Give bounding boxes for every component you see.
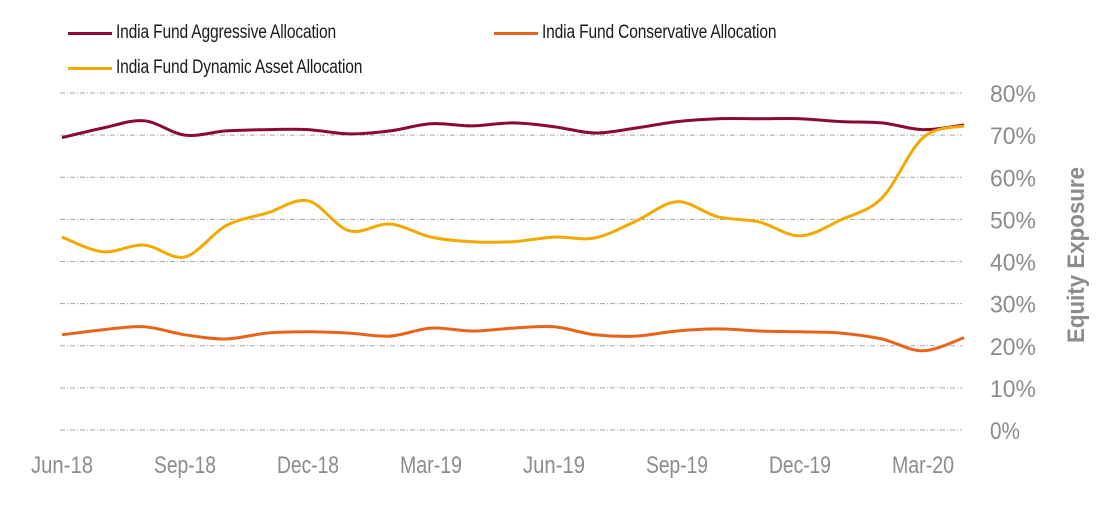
y-tick-label: 70%: [990, 123, 1036, 150]
y-tick-label: 20%: [990, 334, 1036, 361]
x-axis-ticks: Jun-18 Sep-18 Dec-18 Mar-19 Jun-19 Sep-19 Dec-…: [31, 452, 954, 479]
x-tick-label: Dec-19: [769, 452, 831, 479]
legend-item-dynamic: India Fund Dynamic Asset Allocation: [68, 57, 416, 79]
x-tick-label: Dec-18: [277, 452, 339, 479]
y-axis-label: Equity Exposure: [1063, 167, 1090, 343]
x-tick-label: Sep-19: [646, 452, 708, 479]
x-tick-label: Jun-19: [523, 452, 585, 479]
legend-label-conservative: India Fund Conservative Allocation: [542, 22, 777, 43]
y-tick-label: 10%: [990, 376, 1036, 403]
legend-swatch-dynamic: [68, 66, 112, 70]
legend-label-aggressive: India Fund Aggressive Allocation: [116, 22, 336, 43]
y-tick-label: 50%: [990, 207, 1036, 234]
series-lines: [61, 116, 965, 353]
y-tick-label: 30%: [990, 292, 1036, 319]
series-line-dynamic: [61, 124, 965, 259]
x-tick-label: Jun-18: [31, 452, 93, 479]
y-tick-label: 40%: [990, 250, 1036, 277]
x-tick-label: Mar-20: [892, 452, 954, 479]
y-axis-ticks: 0% 10% 20% 30% 40% 50% 60% 70% 80%: [990, 81, 1036, 445]
series-line-conservative: [61, 324, 965, 353]
chart-legend: India Fund Aggressive Allocation India F…: [68, 22, 928, 92]
x-tick-label: Mar-19: [400, 452, 462, 479]
x-tick-label: Sep-18: [154, 452, 216, 479]
legend-swatch-conservative: [494, 31, 538, 35]
series-line-aggressive: [61, 116, 965, 140]
y-tick-label: 80%: [990, 81, 1036, 108]
legend-swatch-aggressive: [68, 31, 112, 35]
legend-label-dynamic: India Fund Dynamic Asset Allocation: [116, 57, 363, 78]
legend-item-aggressive: India Fund Aggressive Allocation: [68, 22, 384, 44]
gridlines: [60, 92, 962, 431]
y-tick-label: 60%: [990, 165, 1036, 192]
y-tick-label: 0%: [990, 418, 1020, 445]
legend-item-conservative: India Fund Conservative Allocation: [494, 22, 828, 44]
